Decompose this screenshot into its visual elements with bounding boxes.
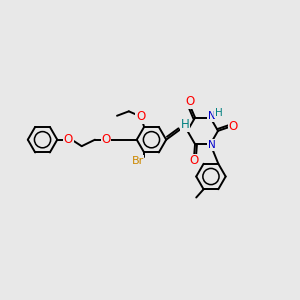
Text: O: O: [185, 95, 194, 109]
Text: N: N: [208, 140, 216, 150]
Text: O: O: [136, 110, 145, 123]
Text: O: O: [64, 133, 73, 146]
Text: O: O: [190, 154, 199, 167]
Text: H: H: [181, 118, 189, 131]
Text: O: O: [101, 133, 111, 146]
Text: O: O: [228, 120, 238, 133]
Text: H: H: [215, 108, 223, 118]
Text: Br: Br: [131, 156, 144, 166]
Text: N: N: [208, 111, 216, 121]
